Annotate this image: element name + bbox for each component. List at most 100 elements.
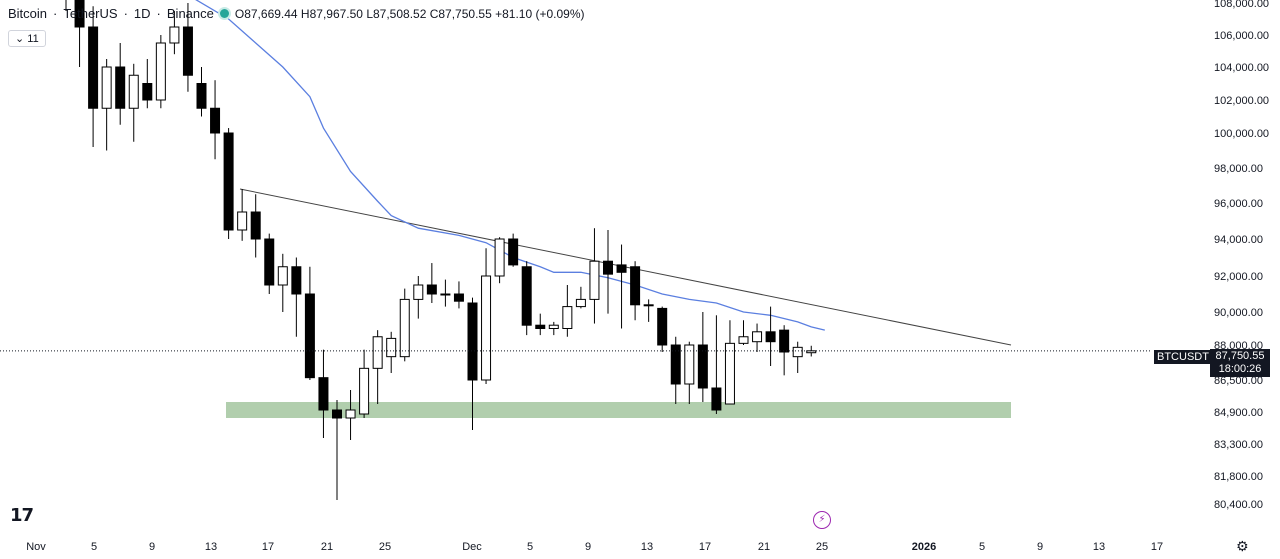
candle-body [467, 302, 478, 381]
candle [399, 288, 410, 362]
candle [548, 321, 559, 336]
candle [304, 266, 315, 380]
y-tick-label: 100,000.00 [1214, 128, 1269, 140]
candle-body [481, 275, 492, 381]
ohlc-readout: O87,669.44 H87,967.50 L87,508.52 C87,750… [234, 6, 585, 21]
quote-name: TetherUS [63, 6, 118, 21]
candle [372, 330, 383, 404]
flash-icon[interactable]: ⚡ [813, 511, 831, 529]
candle-body [453, 293, 464, 302]
candle-body [670, 344, 681, 385]
candle-body [426, 284, 437, 295]
candle [467, 297, 478, 430]
candle [508, 233, 519, 267]
y-tick-label: 80,400.00 [1214, 499, 1263, 511]
candle-body [101, 66, 112, 109]
candle [589, 228, 600, 324]
candle [752, 323, 763, 352]
candle-body [291, 266, 302, 295]
candle [210, 80, 221, 160]
chart-header: Bitcoin · TetherUS · 1D · Binance O87,66… [8, 6, 585, 21]
candle-body [765, 331, 776, 343]
candle [684, 341, 695, 404]
x-tick-label: Dec [462, 541, 482, 553]
y-tick-label: 102,000.00 [1214, 95, 1269, 107]
candle-body [128, 74, 139, 109]
candle-body [359, 367, 370, 415]
x-tick-label: 5 [91, 541, 97, 553]
candle-body [779, 329, 790, 353]
candle [562, 285, 573, 337]
candle-body [792, 346, 803, 358]
candle [792, 341, 803, 373]
candle [155, 35, 166, 109]
candle [237, 189, 248, 241]
x-tick-label: 21 [321, 541, 333, 553]
x-tick-label: 13 [205, 541, 217, 553]
candle-body [535, 324, 546, 330]
y-tick-label: 96,000.00 [1214, 198, 1263, 210]
support-zone [226, 402, 1011, 418]
candle [250, 194, 261, 258]
candle-body [738, 336, 749, 344]
candle-body [630, 266, 641, 306]
y-tick-label: 98,000.00 [1214, 163, 1263, 175]
candle [494, 237, 505, 284]
y-axis: 108,000.00 106,000.00 104,000.00 102,000.00… [1214, 0, 1269, 511]
candle-body [399, 298, 410, 358]
candle-body [277, 266, 288, 286]
x-tick-label: 21 [758, 541, 770, 553]
bar-countdown: 18:00:26 [1218, 363, 1262, 375]
candle [182, 3, 193, 92]
interval-label[interactable]: 1D [133, 6, 151, 21]
candle-body [223, 132, 234, 231]
x-tick-label: 25 [816, 541, 828, 553]
candle [535, 313, 546, 336]
candle [74, 0, 85, 67]
candle [386, 331, 397, 373]
candle-body [332, 409, 342, 419]
candle [616, 244, 627, 329]
tradingview-logo-icon[interactable]: 17 [10, 505, 34, 526]
gear-icon[interactable]: ⚙ [1236, 538, 1249, 554]
candle-body [494, 238, 505, 277]
x-tick-label: 13 [1093, 541, 1105, 553]
candle [196, 67, 207, 117]
y-tick-label: 90,000.00 [1214, 307, 1263, 319]
candle-body [250, 211, 261, 240]
x-tick-label: 9 [149, 541, 155, 553]
candle-body [304, 293, 315, 379]
y-tick-label: 81,800.00 [1214, 471, 1263, 483]
candle-body [264, 238, 275, 286]
candle [345, 390, 356, 440]
x-tick-label: 9 [1037, 541, 1043, 553]
candle-body [413, 284, 424, 300]
candle-body [182, 26, 193, 76]
candle-body [616, 264, 627, 273]
candle [603, 230, 613, 314]
y-tick-label: 106,000.00 [1214, 30, 1269, 42]
candle [575, 286, 586, 309]
candle [115, 43, 126, 125]
y-tick-label: 83,300.00 [1214, 439, 1263, 451]
candle [630, 261, 641, 321]
candle-body [142, 83, 153, 101]
candle [711, 315, 722, 414]
candle [643, 299, 654, 322]
last-price-tag: 87,750.55 18:00:26 [1210, 349, 1270, 377]
candle [88, 6, 99, 147]
candle-body [589, 260, 600, 300]
candle-body [115, 66, 126, 109]
candle-body [643, 304, 654, 307]
x-tick-label: 25 [379, 541, 391, 553]
candle-body [318, 377, 329, 411]
ticker-tag: BTCUSDT [1154, 350, 1212, 364]
indicators-toggle-button[interactable]: ⌄ 11 [8, 30, 46, 47]
candle-body [724, 342, 735, 405]
symbol-name[interactable]: Bitcoin [8, 6, 48, 21]
x-axis: Nov 5 9 13 17 21 25 Dec 5 9 13 17 21 25 2026 5 9 13 17 [26, 541, 1163, 553]
candle [277, 253, 288, 312]
x-tick-label: 2026 [912, 541, 936, 553]
y-tick-label: 86,500.00 [1214, 375, 1263, 387]
